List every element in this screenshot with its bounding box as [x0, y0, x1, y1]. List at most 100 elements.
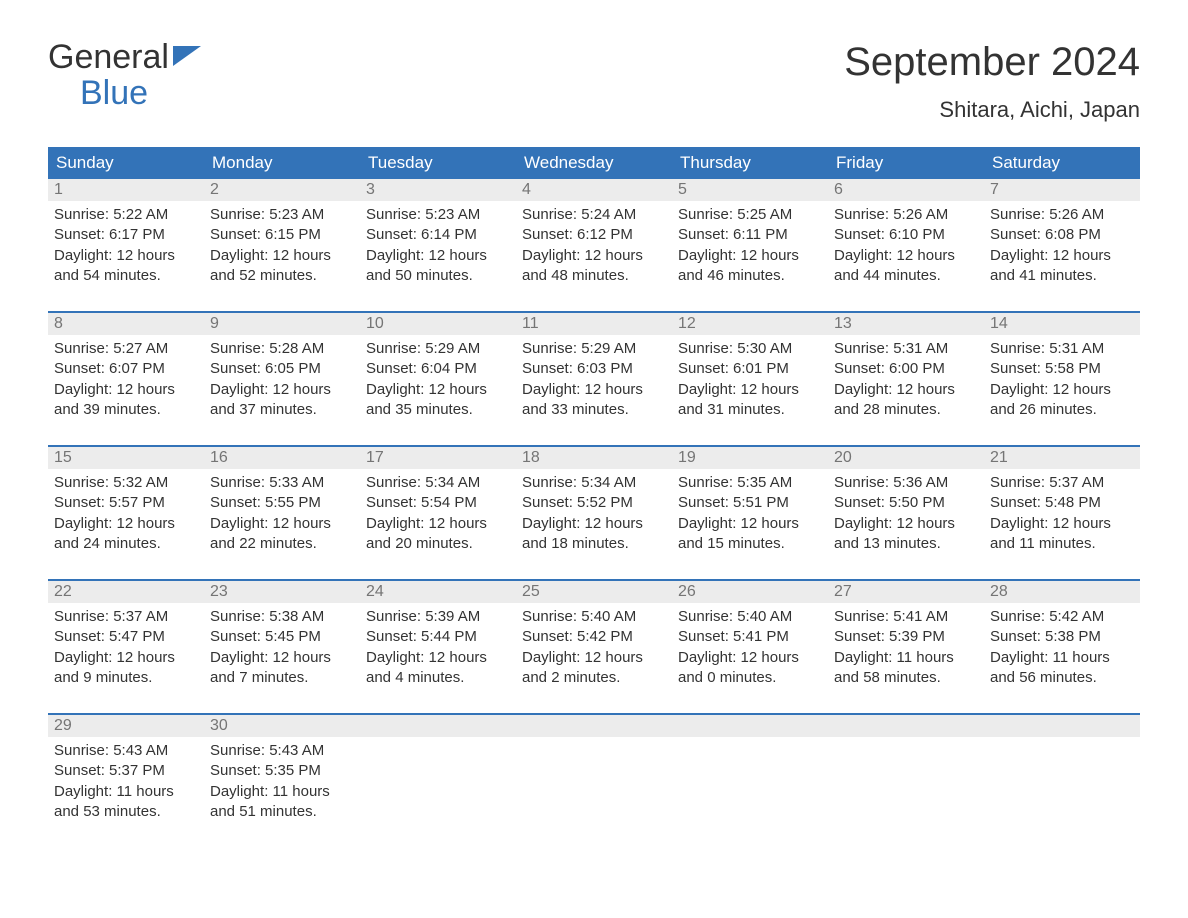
daylight-text: Daylight: 12 hours and 20 minutes.: [366, 514, 510, 555]
sunset-text: Sunset: 6:17 PM: [54, 225, 198, 245]
sunrise-text: Sunrise: 5:39 AM: [366, 607, 510, 627]
sunset-text: Sunset: 6:07 PM: [54, 359, 198, 379]
day-number-row: 891011121314: [48, 313, 1140, 335]
day-number: 24: [360, 581, 516, 603]
day-body-row: Sunrise: 5:22 AMSunset: 6:17 PMDaylight:…: [48, 201, 1140, 301]
day-body: Sunrise: 5:22 AMSunset: 6:17 PMDaylight:…: [48, 201, 204, 301]
sunset-text: Sunset: 5:50 PM: [834, 493, 978, 513]
month-title: September 2024: [844, 40, 1140, 85]
sunset-text: Sunset: 5:37 PM: [54, 761, 198, 781]
sunrise-text: Sunrise: 5:31 AM: [834, 339, 978, 359]
day-body: Sunrise: 5:38 AMSunset: 5:45 PMDaylight:…: [204, 603, 360, 703]
sunrise-text: Sunrise: 5:30 AM: [678, 339, 822, 359]
day-body: Sunrise: 5:35 AMSunset: 5:51 PMDaylight:…: [672, 469, 828, 569]
daylight-text: Daylight: 12 hours and 31 minutes.: [678, 380, 822, 421]
day-number: 15: [48, 447, 204, 469]
day-body: Sunrise: 5:34 AMSunset: 5:52 PMDaylight:…: [516, 469, 672, 569]
weeks-container: 1234567Sunrise: 5:22 AMSunset: 6:17 PMDa…: [48, 179, 1140, 837]
day-number: 25: [516, 581, 672, 603]
sunrise-text: Sunrise: 5:40 AM: [522, 607, 666, 627]
day-body-row: Sunrise: 5:27 AMSunset: 6:07 PMDaylight:…: [48, 335, 1140, 435]
day-number: 29: [48, 715, 204, 737]
sunrise-text: Sunrise: 5:24 AM: [522, 205, 666, 225]
week-row: 22232425262728Sunrise: 5:37 AMSunset: 5:…: [48, 579, 1140, 703]
sunrise-text: Sunrise: 5:32 AM: [54, 473, 198, 493]
sunrise-text: Sunrise: 5:29 AM: [366, 339, 510, 359]
sunset-text: Sunset: 5:47 PM: [54, 627, 198, 647]
day-body: Sunrise: 5:31 AMSunset: 5:58 PMDaylight:…: [984, 335, 1140, 435]
day-body: [360, 737, 516, 837]
week-row: 891011121314Sunrise: 5:27 AMSunset: 6:07…: [48, 311, 1140, 435]
sunrise-text: Sunrise: 5:37 AM: [990, 473, 1134, 493]
day-body: Sunrise: 5:34 AMSunset: 5:54 PMDaylight:…: [360, 469, 516, 569]
sunset-text: Sunset: 5:48 PM: [990, 493, 1134, 513]
sunset-text: Sunset: 6:01 PM: [678, 359, 822, 379]
daylight-text: Daylight: 12 hours and 15 minutes.: [678, 514, 822, 555]
day-number: 6: [828, 179, 984, 201]
logo: General Blue: [48, 40, 201, 111]
daylight-text: Daylight: 11 hours and 53 minutes.: [54, 782, 198, 823]
day-body: Sunrise: 5:24 AMSunset: 6:12 PMDaylight:…: [516, 201, 672, 301]
day-number: 20: [828, 447, 984, 469]
daylight-text: Daylight: 12 hours and 33 minutes.: [522, 380, 666, 421]
day-number-row: 22232425262728: [48, 581, 1140, 603]
sunset-text: Sunset: 6:15 PM: [210, 225, 354, 245]
day-body: Sunrise: 5:32 AMSunset: 5:57 PMDaylight:…: [48, 469, 204, 569]
sunrise-text: Sunrise: 5:23 AM: [366, 205, 510, 225]
sunset-text: Sunset: 5:45 PM: [210, 627, 354, 647]
day-number: 4: [516, 179, 672, 201]
day-body: Sunrise: 5:37 AMSunset: 5:47 PMDaylight:…: [48, 603, 204, 703]
sunset-text: Sunset: 5:44 PM: [366, 627, 510, 647]
sunrise-text: Sunrise: 5:28 AM: [210, 339, 354, 359]
day-body-row: Sunrise: 5:37 AMSunset: 5:47 PM Daylight:…: [48, 603, 1140, 703]
sunrise-text: Sunrise: 5:36 AM: [834, 473, 978, 493]
week-row: 1234567Sunrise: 5:22 AMSunset: 6:17 PMDa…: [48, 179, 1140, 301]
daylight-text: Daylight: 12 hours and 26 minutes.: [990, 380, 1134, 421]
day-number: 10: [360, 313, 516, 335]
day-body: Sunrise: 5:40 AMSunset: 5:42 PMDaylight:…: [516, 603, 672, 703]
day-number: [672, 715, 828, 737]
sunrise-text: Sunrise: 5:25 AM: [678, 205, 822, 225]
daylight-text: Daylight: 12 hours and 0 minutes.: [678, 648, 822, 689]
daylight-text: Daylight: 12 hours and 44 minutes.: [834, 246, 978, 287]
day-body: Sunrise: 5:39 AMSunset: 5:44 PMDaylight:…: [360, 603, 516, 703]
day-number: 17: [360, 447, 516, 469]
day-body: Sunrise: 5:41 AMSunset: 5:39 PMDaylight:…: [828, 603, 984, 703]
sunrise-text: Sunrise: 5:34 AM: [366, 473, 510, 493]
day-number: 5: [672, 179, 828, 201]
day-body: Sunrise: 5:31 AMSunset: 6:00 PMDaylight:…: [828, 335, 984, 435]
daylight-text: Daylight: 12 hours and 37 minutes.: [210, 380, 354, 421]
day-number: 14: [984, 313, 1140, 335]
day-number: [984, 715, 1140, 737]
day-number: 28: [984, 581, 1140, 603]
sunset-text: Sunset: 6:03 PM: [522, 359, 666, 379]
day-body: Sunrise: 5:29 AMSunset: 6:04 PMDaylight:…: [360, 335, 516, 435]
sunrise-text: Sunrise: 5:42 AM: [990, 607, 1134, 627]
daylight-text: Daylight: 12 hours and 22 minutes.: [210, 514, 354, 555]
daylight-text: Daylight: 11 hours and 56 minutes.: [990, 648, 1134, 689]
day-number: 27: [828, 581, 984, 603]
day-number: 8: [48, 313, 204, 335]
daylight-text: Daylight: 12 hours and 54 minutes.: [54, 246, 198, 287]
sunrise-text: Sunrise: 5:37 AM: [54, 607, 198, 627]
day-number: 23: [204, 581, 360, 603]
day-body: Sunrise: 5:42 AMSunset: 5:38 PMDaylight:…: [984, 603, 1140, 703]
sunrise-text: Sunrise: 5:26 AM: [834, 205, 978, 225]
day-number-row: 1234567: [48, 179, 1140, 201]
logo-line2: Blue: [48, 76, 169, 112]
day-number: 11: [516, 313, 672, 335]
day-body: [984, 737, 1140, 837]
weekday-friday: Friday: [828, 147, 984, 179]
sunset-text: Sunset: 6:00 PM: [834, 359, 978, 379]
sunrise-text: Sunrise: 5:38 AM: [210, 607, 354, 627]
day-body: [828, 737, 984, 837]
day-body: Sunrise: 5:37 AMSunset: 5:48 PMDaylight:…: [984, 469, 1140, 569]
location-label: Shitara, Aichi, Japan: [844, 97, 1140, 123]
day-number: 21: [984, 447, 1140, 469]
sunset-text: Sunset: 6:14 PM: [366, 225, 510, 245]
weekday-sunday: Sunday: [48, 147, 204, 179]
sunrise-text: Sunrise: 5:22 AM: [54, 205, 198, 225]
sunset-text: Sunset: 5:39 PM: [834, 627, 978, 647]
day-number: 13: [828, 313, 984, 335]
sunrise-text: Sunrise: 5:41 AM: [834, 607, 978, 627]
